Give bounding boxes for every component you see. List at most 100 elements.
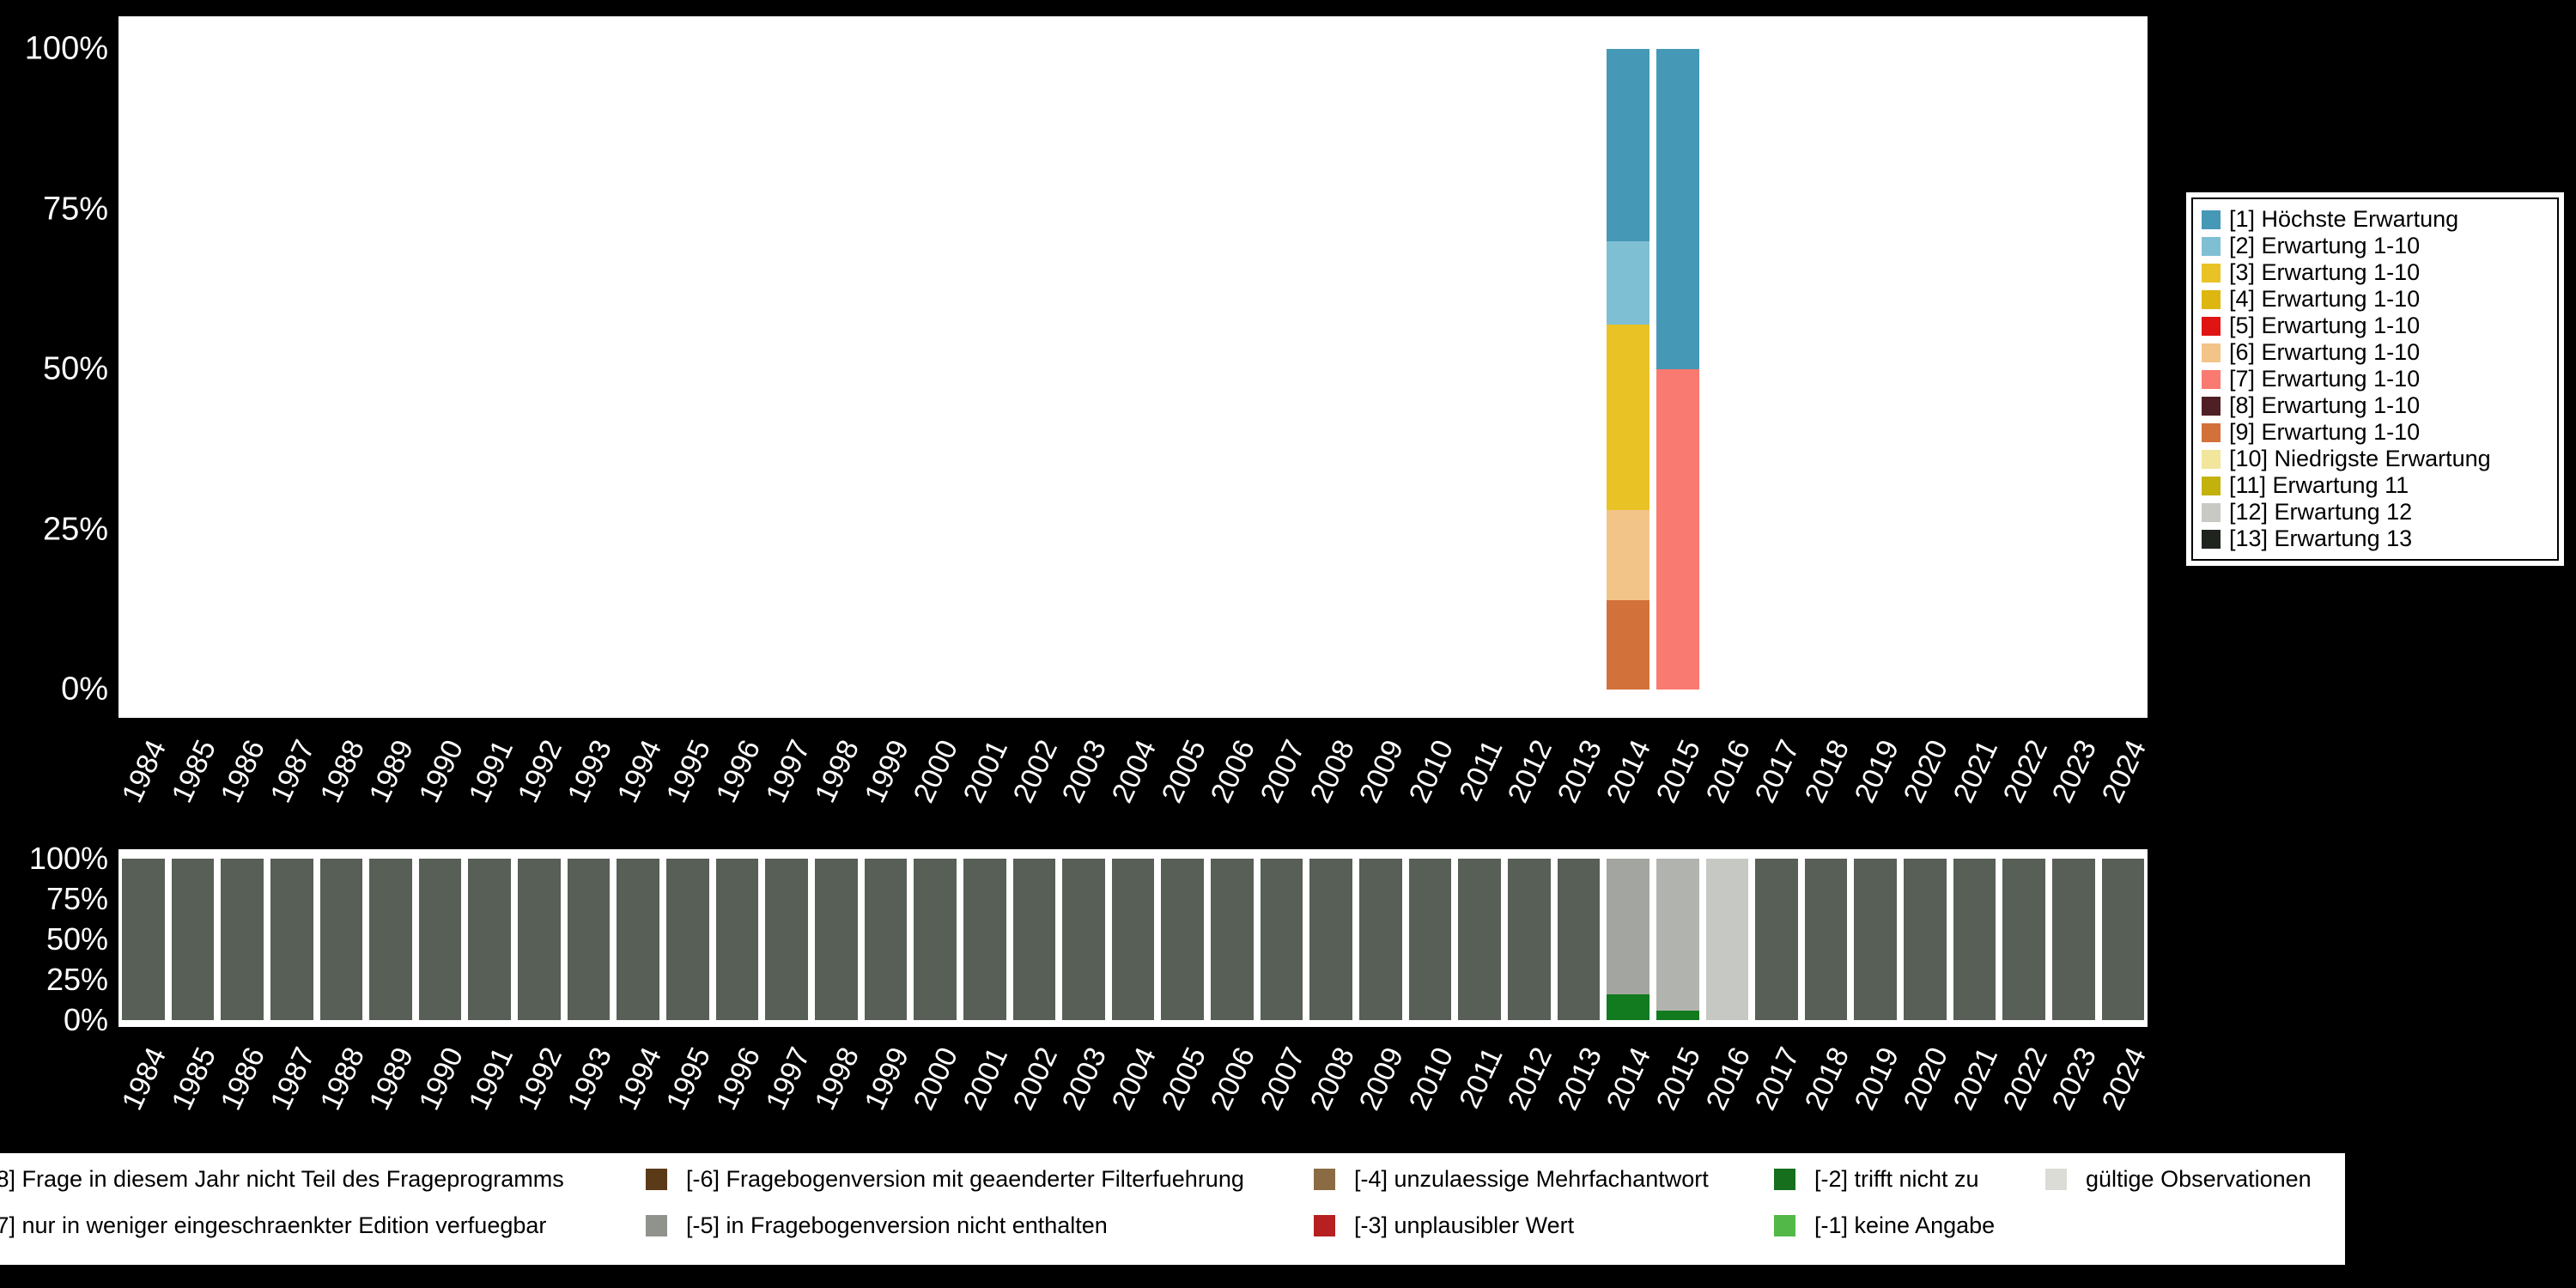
bar-segment [666,859,709,1020]
bar-slot-1998 [811,859,861,1020]
x-tick-label: 1991 [462,1042,519,1115]
bar-segment [864,859,908,1020]
x-tick-label: 2010 [1402,735,1460,808]
x-tick-label: 2017 [1749,735,1807,808]
x-tick-label: 1995 [659,1042,718,1115]
bar-segment [1705,859,1749,1020]
x-tick-label: 2007 [1254,735,1312,808]
bar-segment [1656,369,1699,690]
x-tick-2023: 2023 [2046,1034,2103,1137]
top-chart-x-axis: 1984 1985 1986 1987 1988 1989 1990 1991 1992 1993… [116,726,2153,829]
x-tick-label: 2021 [1947,735,2004,808]
bar-slot-2015 [1653,49,1703,690]
stacked-bar-1988 [319,859,363,1020]
bar-slot-1995 [663,859,713,1020]
bar-segment [1211,859,1254,1020]
x-tick-2008: 2008 [1303,1034,1360,1137]
x-tick-1984: 1984 [116,1034,173,1137]
bar-slot-2008 [1306,49,1356,690]
x-tick-2013: 2013 [1551,726,1607,829]
x-tick-label: 1999 [858,735,915,808]
x-tick-2003: 2003 [1056,1034,1113,1137]
bar-slot-2021 [1950,49,2000,690]
x-tick-2020: 2020 [1898,726,1954,829]
bar-slot-2014 [1603,49,1653,690]
x-tick-label: 1991 [462,735,519,808]
x-tick-1988: 1988 [313,1034,370,1137]
legend-swatch [2202,210,2221,229]
bar-slot-1986 [217,49,267,690]
x-tick-label: 2001 [957,735,1015,808]
x-tick-label: 2016 [1699,735,1757,808]
x-tick-label: 2015 [1649,1042,1708,1115]
x-tick-label: 2013 [1551,735,1608,808]
bar-slot-1985 [168,49,218,690]
bar-slot-2024 [2099,859,2148,1020]
bar-slot-2009 [1356,49,1406,690]
x-tick-2024: 2024 [2095,726,2152,829]
bar-slot-2023 [2049,49,2099,690]
x-tick-2007: 2007 [1255,1034,1311,1137]
x-tick-label: 2003 [1056,1042,1114,1115]
bar-slot-2019 [1850,859,1900,1020]
x-tick-1994: 1994 [611,726,667,829]
bar-segment [1607,993,1649,1020]
x-tick-label: 2022 [1996,735,2054,808]
x-tick-2007: 2007 [1255,726,1311,829]
bar-segment [122,859,165,1020]
bar-slot-2007 [1257,859,1307,1020]
missing-legend-item: [-2] trifft nicht zu [1774,1166,1979,1192]
x-tick-2018: 2018 [1799,1034,1856,1137]
x-tick-1995: 1995 [660,1034,717,1137]
bar-segment [2051,859,2095,1020]
legend-swatch [2202,476,2221,495]
bar-slot-1999 [861,859,911,1020]
bar-slot-2000 [910,49,960,690]
bar-slot-2003 [1059,49,1109,690]
bar-slot-1991 [465,49,514,690]
x-tick-1990: 1990 [413,1034,470,1137]
missing-legend-item: [-7] nur in weniger eingeschraenkter Edi… [0,1212,546,1238]
legend-label: [3] Erwartung 1-10 [2229,259,2421,285]
bar-slot-1996 [713,49,762,690]
y-tick-label: 25% [42,511,108,547]
missing-legend-item: [-8] Frage in diesem Jahr nicht Teil des… [0,1166,564,1192]
stacked-bar-1990 [418,859,462,1020]
legend-item: [3] Erwartung 1-10 [2202,259,2549,286]
legend-label: [-8] Frage in diesem Jahr nicht Teil des… [0,1165,564,1192]
x-tick-label: 2020 [1897,1042,1955,1115]
x-tick-2002: 2002 [1006,1034,1063,1137]
x-tick-label: 1993 [561,1042,619,1115]
stacked-bar-2006 [1211,859,1254,1020]
stacked-bar-2012 [1507,859,1551,1020]
bar-segment [715,859,759,1020]
x-tick-2016: 2016 [1699,726,1756,829]
x-tick-label: 1999 [858,1042,915,1115]
bottom-chart-y-axis: 100% 75% 50% 25% 0% [0,841,108,1037]
bar-slot-2011 [1455,859,1504,1020]
x-tick-2005: 2005 [1155,1034,1212,1137]
y-tick-label: 75% [46,881,108,916]
bar-slot-2001 [960,859,1010,1020]
x-tick-label: 2024 [2095,735,2153,808]
x-tick-label: 2006 [1204,735,1262,808]
x-tick-label: 2006 [1204,1042,1262,1115]
x-tick-1984: 1984 [116,726,173,829]
x-tick-label: 2023 [2045,1042,2104,1115]
bar-slot-1996 [713,859,762,1020]
x-tick-2021: 2021 [1947,1034,2004,1137]
category-legend-items: [1] Höchste Erwartung [2] Erwartung 1-10[… [2191,197,2559,561]
x-tick-label: 2011 [1453,1042,1510,1114]
x-tick-label: 1993 [561,735,619,808]
legend-swatch [646,1214,667,1236]
y-tick-label: 75% [42,191,108,227]
y-tick-label: 0% [63,1002,108,1037]
x-tick-1988: 1988 [313,726,370,829]
bar-slot-1984 [118,49,168,690]
stacked-bar-2018 [1804,859,1848,1020]
bar-slot-2005 [1157,859,1207,1020]
stacked-bar-2022 [2002,859,2045,1020]
bar-slot-2022 [1999,859,2049,1020]
x-tick-2008: 2008 [1303,726,1360,829]
x-tick-label: 1987 [264,1042,322,1115]
